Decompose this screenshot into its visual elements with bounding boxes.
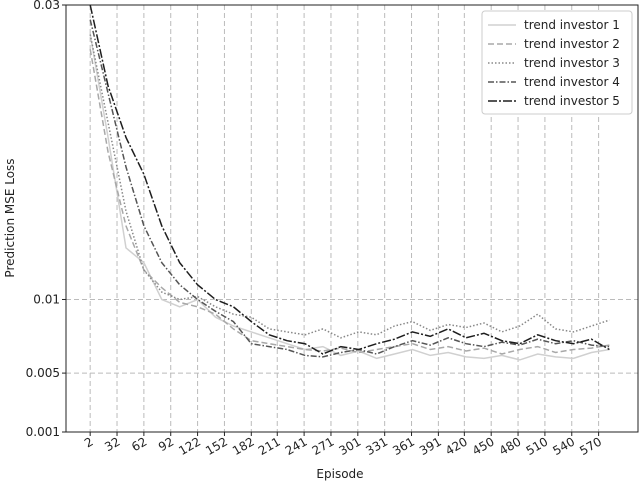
legend-label: trend investor 4 — [524, 75, 620, 89]
x-tick-label: 361 — [390, 434, 417, 458]
x-tick-label: 152 — [203, 434, 230, 458]
x-tick-label: 92 — [156, 434, 176, 454]
line-series — [89, 34, 610, 361]
x-tick-label: 301 — [336, 434, 363, 458]
plot-frame — [65, 4, 639, 433]
x-tick-label: 570 — [577, 434, 604, 458]
x-tick-label: 331 — [363, 434, 390, 458]
y-tick-label: 0.001 — [26, 425, 60, 439]
x-tick-label: 480 — [497, 434, 524, 458]
x-tick-label: 122 — [176, 434, 203, 458]
x-tick-label: 211 — [256, 434, 283, 458]
legend-label: trend investor 5 — [524, 94, 620, 108]
legend-label: trend investor 3 — [524, 56, 620, 70]
x-axis-label: Episode — [316, 467, 363, 481]
x-tick-label: 2 — [82, 434, 96, 450]
x-tick-label: 62 — [129, 434, 149, 454]
x-tick-label: 241 — [283, 434, 310, 458]
x-tick-label: 271 — [310, 434, 337, 458]
x-tick-label: 391 — [417, 434, 444, 458]
line-series — [89, 19, 610, 358]
x-tick-label: 450 — [470, 434, 497, 458]
x-tick-label: 540 — [550, 434, 577, 458]
x-tick-label: 420 — [443, 434, 470, 458]
line-series — [89, 34, 610, 339]
line-series — [89, 4, 610, 355]
legend: trend investor 1 trend investor 2 trend in… — [481, 10, 633, 115]
y-tick-label: 0.005 — [26, 366, 60, 380]
x-tick-label: 510 — [524, 434, 551, 458]
legend-label: trend investor 1 — [524, 18, 620, 32]
legend-box — [481, 10, 633, 115]
line-series — [89, 49, 610, 355]
x-tick-label: 32 — [102, 434, 122, 454]
legend-label: trend investor 2 — [524, 37, 620, 51]
y-axis-label: Prediction MSE Loss — [3, 158, 17, 277]
x-tick-label: 182 — [230, 434, 257, 458]
y-tick-label: 0.03 — [33, 0, 60, 12]
y-tick-label: 0.01 — [33, 292, 60, 306]
